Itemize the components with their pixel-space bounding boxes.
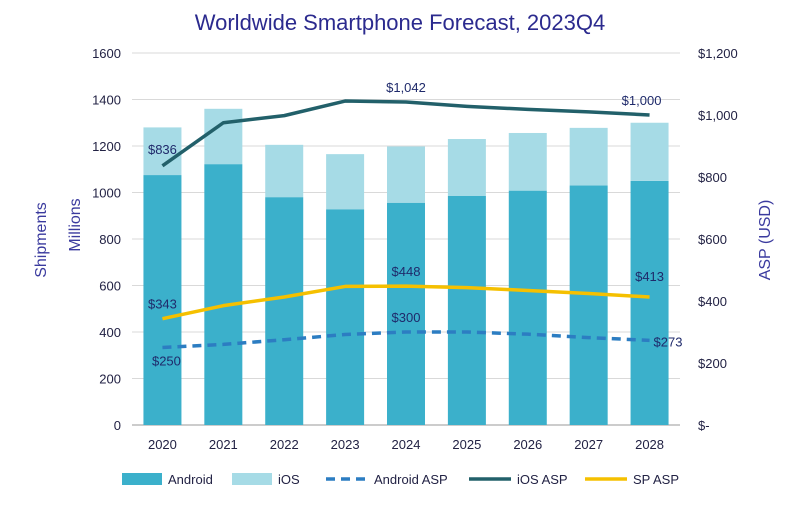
right-tick-label: $800 xyxy=(698,170,727,185)
bar-android xyxy=(265,197,304,425)
x-tick-label: 2026 xyxy=(513,437,542,452)
bar-ios xyxy=(204,108,243,165)
left-tick-label: 600 xyxy=(99,279,121,294)
data-labels: $836 $1,042 $1,000 $343 $448 $413 $250 $300 $273 xyxy=(148,80,682,369)
line-android-asp xyxy=(162,330,650,350)
data-label: $300 xyxy=(392,310,421,325)
legend-item-ios: iOS xyxy=(232,472,300,487)
legend: Android iOS Android ASP iOS ASP SP ASP xyxy=(122,472,679,487)
x-tick-label: 2024 xyxy=(392,437,421,452)
x-tick-label: 2020 xyxy=(148,437,177,452)
bar-ios xyxy=(326,154,365,210)
left-tick-label: 200 xyxy=(99,372,121,387)
bar-android xyxy=(630,180,669,425)
bar-ios xyxy=(143,127,182,176)
data-label: $273 xyxy=(654,334,683,349)
bar-android xyxy=(204,164,243,425)
right-tick-label: $200 xyxy=(698,356,727,371)
legend-swatch xyxy=(122,473,162,485)
left-tick-label: 1200 xyxy=(92,139,121,154)
left-axis-title-inner: Millions xyxy=(67,198,84,251)
left-axis-ticks: 0 200 400 600 800 1000 1200 1400 1600 xyxy=(92,46,121,433)
data-label: $836 xyxy=(148,142,177,157)
bar-android xyxy=(326,209,365,425)
data-label: $413 xyxy=(635,269,664,284)
legend-label: Android xyxy=(168,472,213,487)
bar-android xyxy=(143,175,182,425)
bar-android xyxy=(569,185,608,425)
legend-item-android-asp: Android ASP xyxy=(326,472,448,487)
legend-item-android: Android xyxy=(122,472,213,487)
right-tick-label: $1,000 xyxy=(698,108,738,123)
right-tick-label: $600 xyxy=(698,232,727,247)
x-tick-label: 2027 xyxy=(574,437,603,452)
right-axis-title: ASP (USD) xyxy=(757,200,774,281)
data-label: $343 xyxy=(148,297,177,312)
right-tick-label: $400 xyxy=(698,294,727,309)
x-tick-label: 2028 xyxy=(635,437,664,452)
bar-ios xyxy=(630,122,669,181)
x-tick-label: 2022 xyxy=(270,437,299,452)
left-tick-label: 800 xyxy=(99,232,121,247)
left-axis-title-outer: Shipments xyxy=(33,202,50,278)
x-tick-label: 2023 xyxy=(331,437,360,452)
x-tick-label: 2021 xyxy=(209,437,238,452)
bar-android xyxy=(447,195,486,425)
legend-swatch xyxy=(232,473,272,485)
legend-label: Android ASP xyxy=(374,472,448,487)
left-tick-label: 400 xyxy=(99,325,121,340)
bar-ios xyxy=(447,139,486,196)
left-tick-label: 1600 xyxy=(92,46,121,61)
bar-android xyxy=(508,190,547,425)
data-label: $1,000 xyxy=(622,93,662,108)
right-axis-ticks: $- $200 $400 $600 $800 $1,000 $1,200 xyxy=(698,46,738,433)
left-tick-label: 1000 xyxy=(92,186,121,201)
lines xyxy=(161,99,650,350)
x-axis-ticks: 2020 2021 2022 2023 2024 2025 2026 2027 2028 xyxy=(148,437,664,452)
left-tick-label: 0 xyxy=(114,418,121,433)
bar-ios xyxy=(387,146,425,203)
bar-ios xyxy=(569,127,608,186)
legend-label: SP ASP xyxy=(633,472,679,487)
chart-title: Worldwide Smartphone Forecast, 2023Q4 xyxy=(195,10,605,35)
bar-ios xyxy=(508,132,547,191)
legend-label: iOS xyxy=(278,472,300,487)
data-label: $1,042 xyxy=(386,80,426,95)
line-ios-asp xyxy=(161,99,650,168)
data-label: $250 xyxy=(152,354,181,369)
data-label: $448 xyxy=(392,264,421,279)
right-tick-label: $- xyxy=(698,418,710,433)
line-sp-asp xyxy=(162,284,650,321)
right-tick-label: $1,200 xyxy=(698,46,738,61)
legend-label: iOS ASP xyxy=(517,472,568,487)
bars xyxy=(143,108,669,425)
legend-item-ios-asp: iOS ASP xyxy=(469,472,568,487)
left-tick-label: 1400 xyxy=(92,93,121,108)
legend-item-sp-asp: SP ASP xyxy=(585,472,679,487)
bar-android xyxy=(387,202,425,425)
x-tick-label: 2025 xyxy=(452,437,481,452)
bar-ios xyxy=(265,144,304,198)
